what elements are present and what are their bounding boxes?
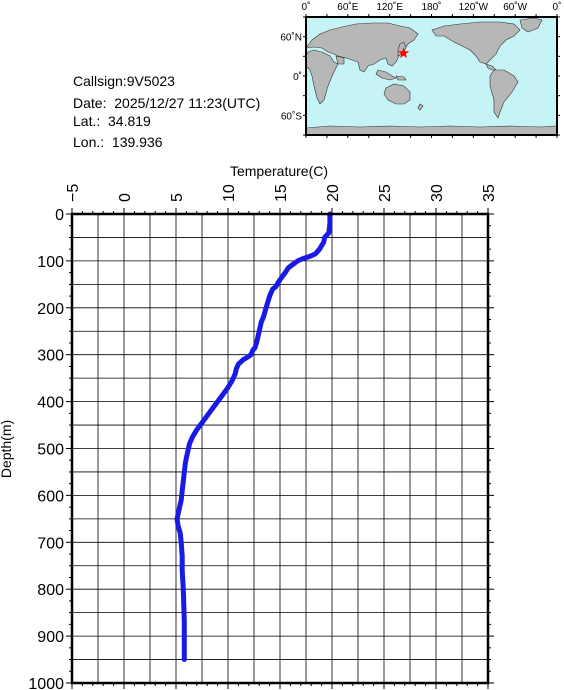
y-tick-label: 0 bbox=[55, 207, 64, 224]
x-tick-label: 5 bbox=[169, 193, 186, 202]
plot-frame bbox=[70, 212, 490, 685]
x-tick-label: 15 bbox=[273, 184, 290, 202]
x-tick-label: 10 bbox=[221, 184, 238, 202]
station-star-icon bbox=[397, 47, 410, 58]
arabia-land bbox=[335, 55, 345, 65]
map-latitude-labels: 60˚N 0˚ 60˚S bbox=[280, 32, 302, 123]
y-tick-label: 800 bbox=[37, 582, 64, 599]
x-axis-title: Temperature(C) bbox=[230, 163, 328, 179]
latitude-text: Lat.: 34.819 bbox=[73, 113, 151, 129]
map-longitude-label: 0˚ bbox=[553, 1, 562, 13]
callsign-text: Callsign:9V5023 bbox=[73, 73, 175, 89]
y-tick-label: 300 bbox=[37, 348, 64, 365]
profile-chart: Temperature(C) Depth(m) −5 0 5 10 15 20 25 30 35… bbox=[0, 163, 498, 690]
x-tick-label: 20 bbox=[325, 184, 342, 202]
new-zealand-land bbox=[417, 103, 424, 111]
australia-land bbox=[383, 83, 411, 105]
y-tick-label: 200 bbox=[37, 301, 64, 318]
y-tick-labels: 0 100 200 300 400 500 600 700 800 900 1000 bbox=[28, 207, 64, 690]
map-longitude-labels: 0˚ 60˚E 120˚E 180˚ 120˚W 60˚W 0˚ bbox=[302, 1, 562, 13]
map-longitude-label: 60˚E bbox=[337, 1, 358, 13]
y-axis-title: Depth(m) bbox=[0, 420, 14, 478]
x-tick-label: −5 bbox=[65, 184, 82, 202]
map-longitude-label: 180˚ bbox=[421, 1, 441, 13]
temperature-profile-line bbox=[174, 211, 333, 662]
y-tick-label: 600 bbox=[37, 488, 64, 505]
x-tick-label: 25 bbox=[377, 184, 394, 202]
map-longitude-label: 60˚W bbox=[503, 1, 527, 13]
x-tick-label: 35 bbox=[481, 184, 498, 202]
y-tick-label: 900 bbox=[37, 629, 64, 646]
y-tick-label: 500 bbox=[37, 442, 64, 459]
map-longitude-label: 120˚E bbox=[376, 1, 403, 13]
north-america-land bbox=[431, 21, 521, 65]
new-guinea-land bbox=[395, 75, 407, 81]
indonesia-land bbox=[375, 69, 397, 81]
date-text: Date: 2025/12/27 11:23(UTC) bbox=[73, 95, 261, 111]
south-america-land bbox=[489, 69, 519, 119]
y-tick-label: 100 bbox=[37, 254, 64, 271]
grid-lines bbox=[72, 214, 488, 683]
longitude-text: Lon.: 139.936 bbox=[73, 134, 163, 150]
y-tick-label: 400 bbox=[37, 395, 64, 412]
world-map: 0˚ 60˚E 120˚E 180˚ 120˚W 60˚W 0˚ 60˚N 0˚ 60˚S bbox=[280, 1, 561, 138]
eurasia-land bbox=[305, 22, 419, 73]
map-latitude-label: 60˚S bbox=[281, 110, 302, 122]
map-latitude-label: 0˚ bbox=[293, 71, 302, 83]
x-tick-labels: −5 0 5 10 15 20 25 30 35 bbox=[65, 184, 498, 202]
map-longitude-label: 0˚ bbox=[302, 1, 311, 13]
map-latitude-label: 60˚N bbox=[280, 32, 302, 44]
x-tick-label: 30 bbox=[429, 184, 446, 202]
y-tick-label: 700 bbox=[37, 535, 64, 552]
x-tick-label: 0 bbox=[117, 193, 134, 202]
station-marker bbox=[397, 47, 410, 58]
map-ticks bbox=[303, 14, 560, 138]
antarctica-land bbox=[305, 125, 558, 136]
africa-land bbox=[305, 49, 339, 105]
map-longitude-label: 120˚W bbox=[459, 1, 489, 13]
y-tick-label: 1000 bbox=[28, 676, 64, 690]
